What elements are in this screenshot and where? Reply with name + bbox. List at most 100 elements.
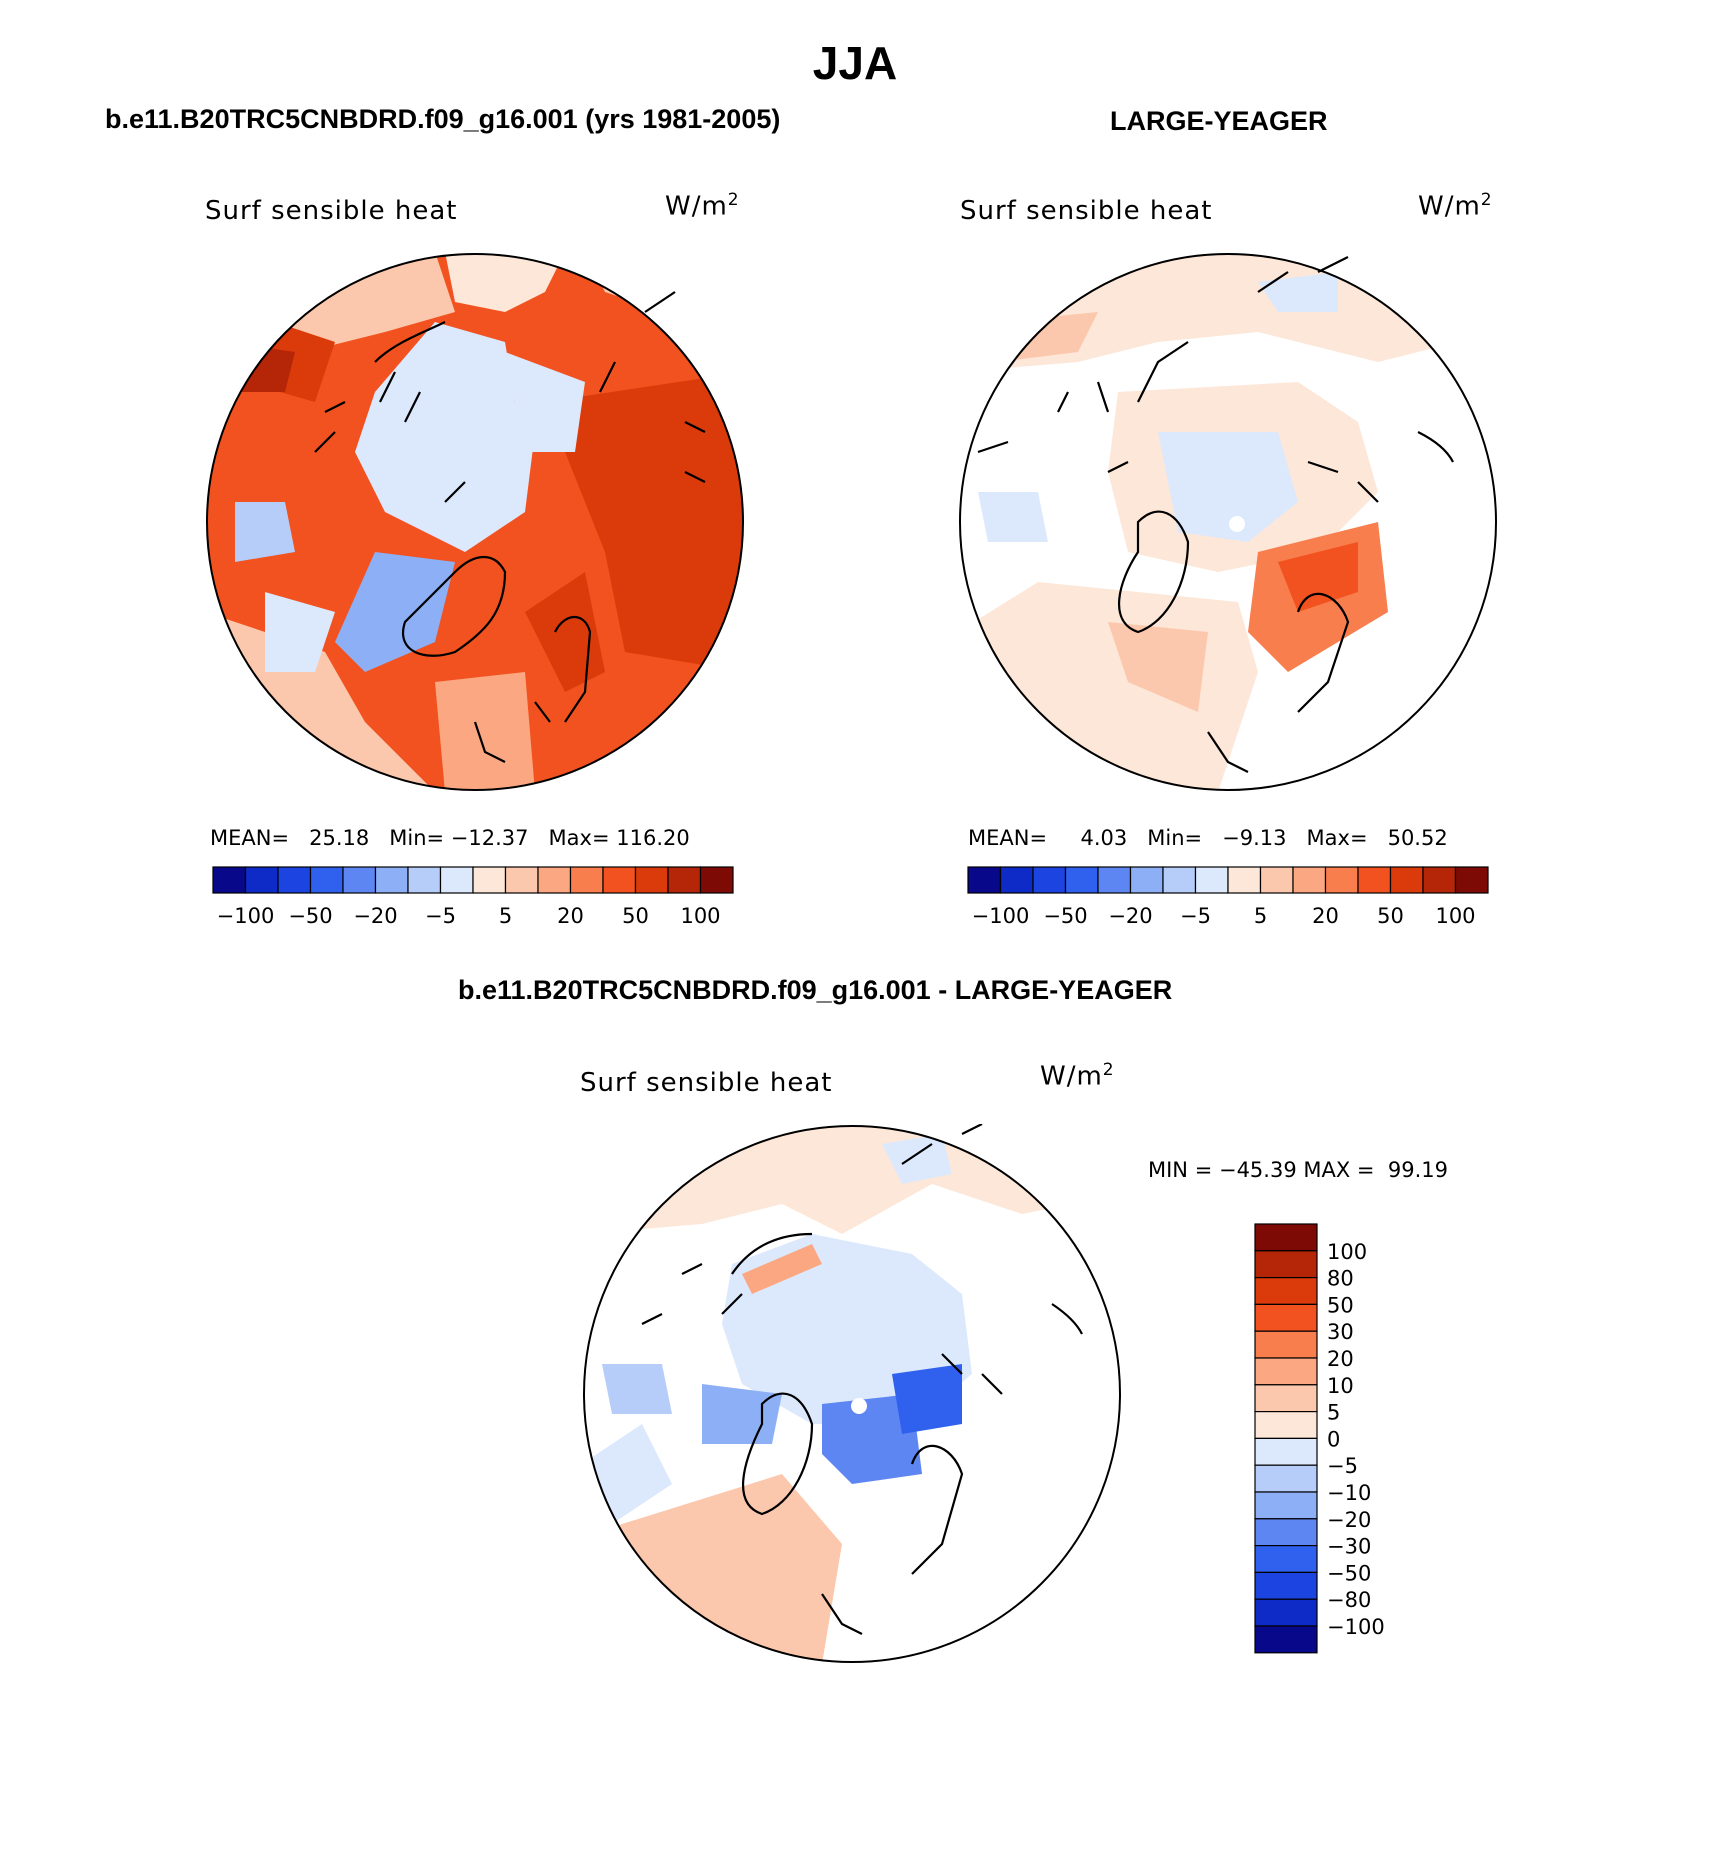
colorbar-tick-label: 80 bbox=[1327, 1267, 1354, 1291]
colorbar-tick-label: −100 bbox=[1327, 1615, 1385, 1639]
panel2-field-region bbox=[1108, 622, 1208, 712]
colorbar-box bbox=[212, 866, 247, 894]
colorbar-tick-label: 100 bbox=[680, 904, 720, 928]
colorbar-tick-label: −50 bbox=[1327, 1561, 1371, 1585]
colorbar-tick-label: 30 bbox=[1327, 1320, 1354, 1344]
colorbar-tick-label: −5 bbox=[1327, 1454, 1358, 1478]
panel1-stats: MEAN= 25.18 Min= −12.37 Max= 116.20 bbox=[210, 826, 690, 850]
colorbar-box bbox=[634, 866, 669, 894]
colorbar-tick-label: 0 bbox=[1327, 1427, 1340, 1451]
colorbar-box bbox=[1254, 1384, 1318, 1413]
colorbar-box bbox=[1254, 1437, 1318, 1466]
colorbar-box bbox=[537, 866, 572, 894]
panel1-field-region bbox=[235, 502, 295, 562]
colorbar-box bbox=[999, 866, 1034, 894]
colorbar-box bbox=[1254, 1411, 1318, 1440]
colorbar-box bbox=[1194, 866, 1229, 894]
colorbar-box bbox=[1389, 866, 1424, 894]
panel1-field-region bbox=[265, 592, 335, 672]
panel2-pole-hole bbox=[1229, 516, 1245, 532]
colorbar-box bbox=[602, 866, 637, 894]
panel1-field-region bbox=[355, 322, 535, 552]
colorbar-box bbox=[342, 866, 377, 894]
colorbar-box bbox=[244, 866, 279, 894]
colorbar-tick-label: −10 bbox=[1327, 1481, 1371, 1505]
colorbar-tick-label: 5 bbox=[499, 904, 512, 928]
colorbar-box bbox=[309, 866, 344, 894]
panel2-colorbar: −100 −50 −20 −5 5 20 50 100 bbox=[967, 866, 1489, 928]
panel3-polar-map bbox=[583, 1124, 1121, 1663]
panel1-field-region bbox=[335, 552, 455, 672]
panel2-polar-map bbox=[959, 253, 1497, 791]
panel2-map-border bbox=[959, 253, 1497, 791]
colorbar-box bbox=[1254, 1491, 1318, 1520]
colorbar-box bbox=[1254, 1625, 1318, 1654]
colorbar-tick-label: −5 bbox=[1180, 904, 1211, 928]
panel1-variable: Surf sensible heat bbox=[205, 196, 458, 226]
colorbar-box bbox=[1227, 866, 1262, 894]
colorbar-box bbox=[1254, 1250, 1318, 1279]
panel1-units: W/m2 bbox=[665, 190, 740, 222]
panel3-case-title: b.e11.B20TRC5CNBDRD.f09_g16.001 - LARGE-… bbox=[458, 975, 1173, 1005]
colorbar-tick-label: 50 bbox=[1327, 1293, 1354, 1317]
panel3-field-region bbox=[742, 1244, 822, 1294]
colorbar-box bbox=[967, 866, 1002, 894]
panel1-polar-map bbox=[206, 253, 744, 791]
panel2-units: W/m2 bbox=[1418, 190, 1493, 222]
colorbar-tick-label: −100 bbox=[217, 904, 275, 928]
colorbar-tick-label: −50 bbox=[288, 904, 332, 928]
panel2-variable: Surf sensible heat bbox=[960, 196, 1213, 226]
colorbar-tick-label: 20 bbox=[557, 904, 584, 928]
panel2-stats: MEAN= 4.03 Min= −9.13 Max= 50.52 bbox=[968, 826, 1448, 850]
colorbar-box bbox=[374, 866, 409, 894]
colorbar-box bbox=[1254, 1598, 1318, 1627]
panel1-field-region bbox=[505, 352, 585, 452]
panel2-field-region bbox=[1278, 542, 1358, 612]
colorbar-box bbox=[1129, 866, 1164, 894]
colorbar-tick-label: −100 bbox=[972, 904, 1030, 928]
panel3-units: W/m2 bbox=[1040, 1060, 1115, 1092]
colorbar-tick-label: 50 bbox=[622, 904, 649, 928]
colorbar-box bbox=[1254, 1303, 1318, 1332]
colorbar-tick-label: 100 bbox=[1435, 904, 1475, 928]
panel2-field-region bbox=[1158, 432, 1298, 542]
colorbar-tick-label: −30 bbox=[1327, 1535, 1371, 1559]
colorbar-tick-label: −80 bbox=[1327, 1588, 1371, 1612]
panel3-field-region bbox=[822, 1394, 922, 1484]
colorbar-box bbox=[699, 866, 734, 894]
colorbar-box bbox=[1254, 1357, 1318, 1386]
colorbar-box bbox=[1254, 1464, 1318, 1493]
panel2-field-region bbox=[978, 492, 1048, 542]
panel1-colorbar: −100 −50 −20 −5 5 20 50 100 bbox=[212, 866, 734, 928]
panel3-field-region bbox=[882, 1134, 952, 1184]
colorbar-tick-label: −50 bbox=[1043, 904, 1087, 928]
colorbar-box bbox=[667, 866, 702, 894]
panel1-field-region bbox=[525, 572, 605, 692]
colorbar-box bbox=[569, 866, 604, 894]
figure-title: JJA bbox=[812, 37, 898, 89]
colorbar-box bbox=[1254, 1276, 1318, 1305]
colorbar-box bbox=[1454, 866, 1489, 894]
panel3-variable: Surf sensible heat bbox=[580, 1068, 833, 1098]
panel3-pole-hole bbox=[851, 1398, 867, 1414]
colorbar-box bbox=[1324, 866, 1359, 894]
colorbar-box bbox=[1032, 866, 1067, 894]
colorbar-box bbox=[277, 866, 312, 894]
panel3-field-region bbox=[892, 1364, 962, 1434]
colorbar-box bbox=[1097, 866, 1132, 894]
colorbar-tick-label: 5 bbox=[1254, 904, 1267, 928]
panel3-field-region bbox=[702, 1384, 782, 1444]
colorbar-box bbox=[1292, 866, 1327, 894]
colorbar-tick-label: 10 bbox=[1327, 1374, 1354, 1398]
colorbar-box bbox=[439, 866, 474, 894]
colorbar-tick-label: 5 bbox=[1327, 1401, 1340, 1425]
panel1-coastlines bbox=[314, 291, 706, 763]
panel1-field-region bbox=[435, 672, 535, 790]
colorbar-tick-label: 20 bbox=[1327, 1347, 1354, 1371]
panel3-map-border bbox=[583, 1125, 1121, 1663]
panel3-coastlines bbox=[641, 1124, 1083, 1635]
colorbar-tick-label: −5 bbox=[425, 904, 456, 928]
panel1-field-region bbox=[445, 254, 565, 312]
colorbar-box bbox=[1422, 866, 1457, 894]
